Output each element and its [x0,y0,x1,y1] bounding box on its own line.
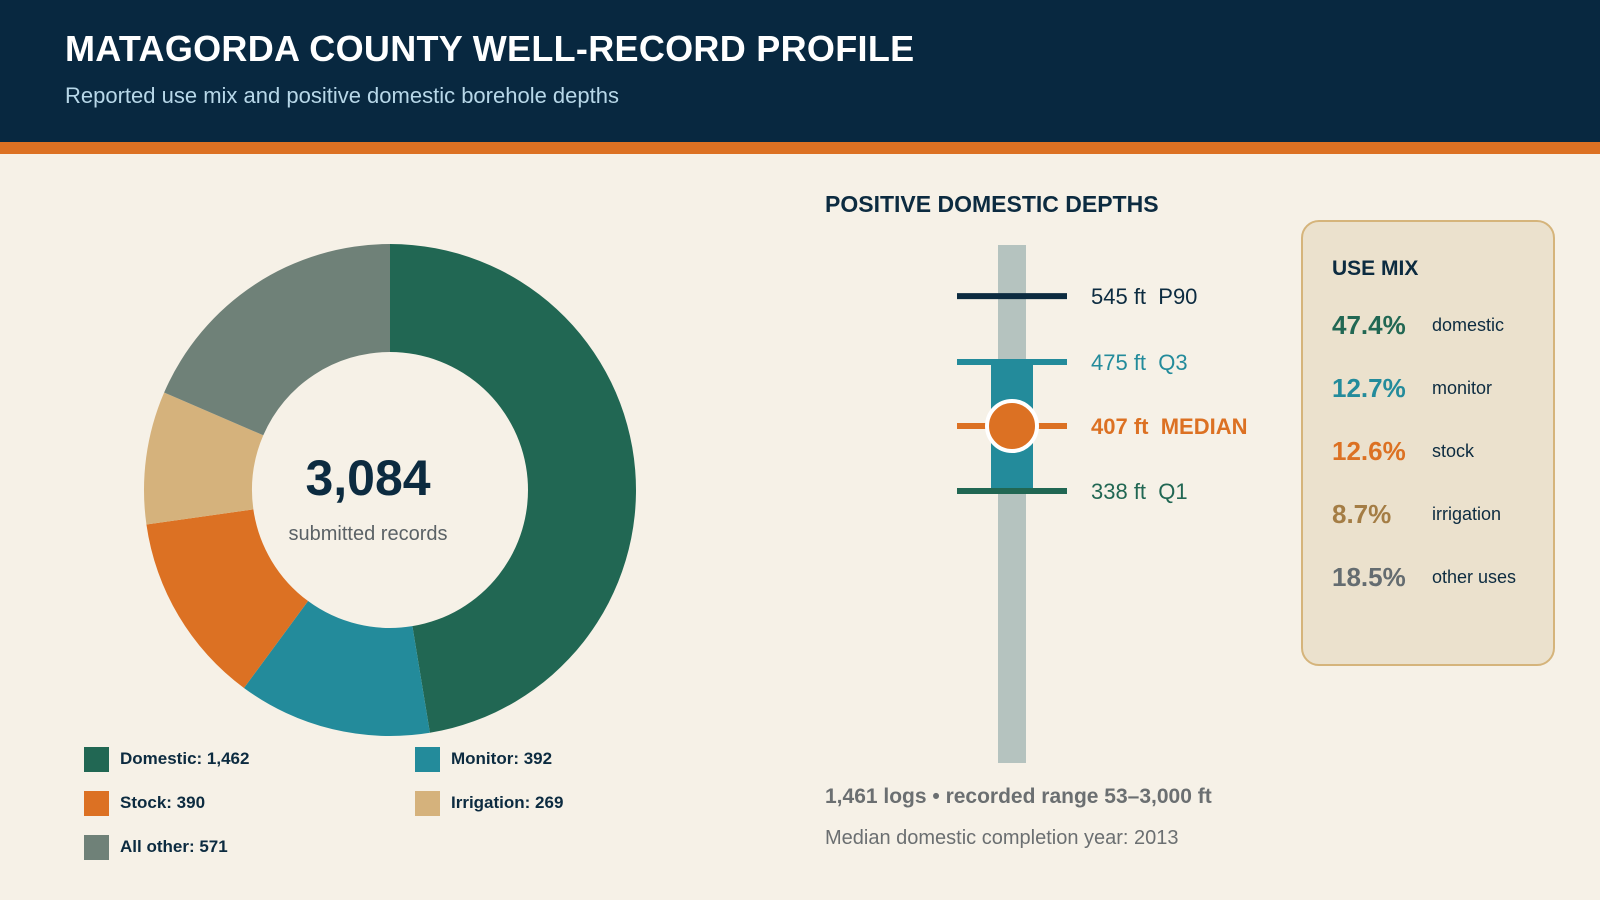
use-mix-percent: 18.5% [1332,561,1406,592]
use-mix-percent: 8.7% [1332,498,1392,529]
donut-slice-all-other [164,244,390,436]
use-mix-label: other uses [1432,566,1517,587]
legend-swatch [84,790,109,816]
use-mix-title: USE MIX [1332,257,1419,280]
donut-slice-irrigation [144,392,264,525]
use-mix-percent: 12.7% [1332,372,1406,403]
header-accent-rule [0,142,1600,154]
header-bar [0,0,1600,142]
use-mix-row-stock: 12.6% stock [1332,435,1474,467]
depth-label-median: 407 ft MEDIAN [1091,414,1247,439]
donut-center-label: submitted records [288,523,448,545]
donut-slice-monitor [243,601,430,737]
use-mix-row-monitor: 12.7% monitor [1332,372,1492,404]
depth-label-q3: 475 ft Q3 [1091,350,1188,375]
depth-label-p90: 545 ft P90 [1091,284,1197,309]
legend-label: Domestic: 1,462 [120,749,250,768]
depth-stat-subline: Median domestic completion year: 2013 [825,827,1179,849]
legend-item-monitor: Monitor: 392 [415,746,552,772]
legend-swatch [415,746,440,772]
legend-item-domestic: Domestic: 1,462 [84,746,249,772]
use-mix-donut-chart [144,244,637,737]
use-mix-row-other: 18.5% other uses [1332,561,1516,593]
legend-item-stock: Stock: 390 [84,790,205,816]
use-mix-label: domestic [1432,314,1505,335]
use-mix-label: monitor [1432,377,1493,398]
depth-box-chart: 545 ft P90 475 ft Q3 407 ft MEDIAN 338 ft Q… [957,245,1247,763]
page-title: MATAGORDA COUNTY WELL-RECORD PROFILE [65,28,915,69]
legend-label: All other: 571 [120,837,228,856]
page-subtitle: Reported use mix and positive domestic b… [65,83,619,108]
legend-item-all-other: All other: 571 [84,834,228,860]
donut-slice-stock [146,509,309,688]
use-mix-panel: USE MIX 47.4% domestic 12.7% monitor 12.… [1301,220,1555,666]
use-mix-label: irrigation [1432,503,1502,524]
legend-swatch [84,746,109,772]
legend-label: Monitor: 392 [451,749,553,768]
use-mix-percent: 47.4% [1332,309,1406,340]
depth-label-q1: 338 ft Q1 [1091,479,1188,504]
legend-item-irrigation: Irrigation: 269 [415,790,563,816]
use-mix-percent: 12.6% [1332,435,1406,466]
depth-panel-title: POSITIVE DOMESTIC DEPTHS [825,191,1159,217]
depth-range-track [998,245,1026,763]
depth-stat-line: 1,461 logs • recorded range 53–3,000 ft [825,785,1212,808]
legend-swatch [415,790,440,816]
legend-label: Irrigation: 269 [451,793,564,812]
donut-slice-domestic [390,244,637,733]
donut-center-value: 3,084 [305,450,431,506]
legend-swatch [84,834,109,860]
use-mix-row-domestic: 47.4% domestic [1332,309,1504,341]
use-mix-row-irrigation: 8.7% irrigation [1332,498,1501,530]
legend-label: Stock: 390 [120,793,206,812]
median-dot [985,399,1039,453]
use-mix-label: stock [1432,440,1475,461]
